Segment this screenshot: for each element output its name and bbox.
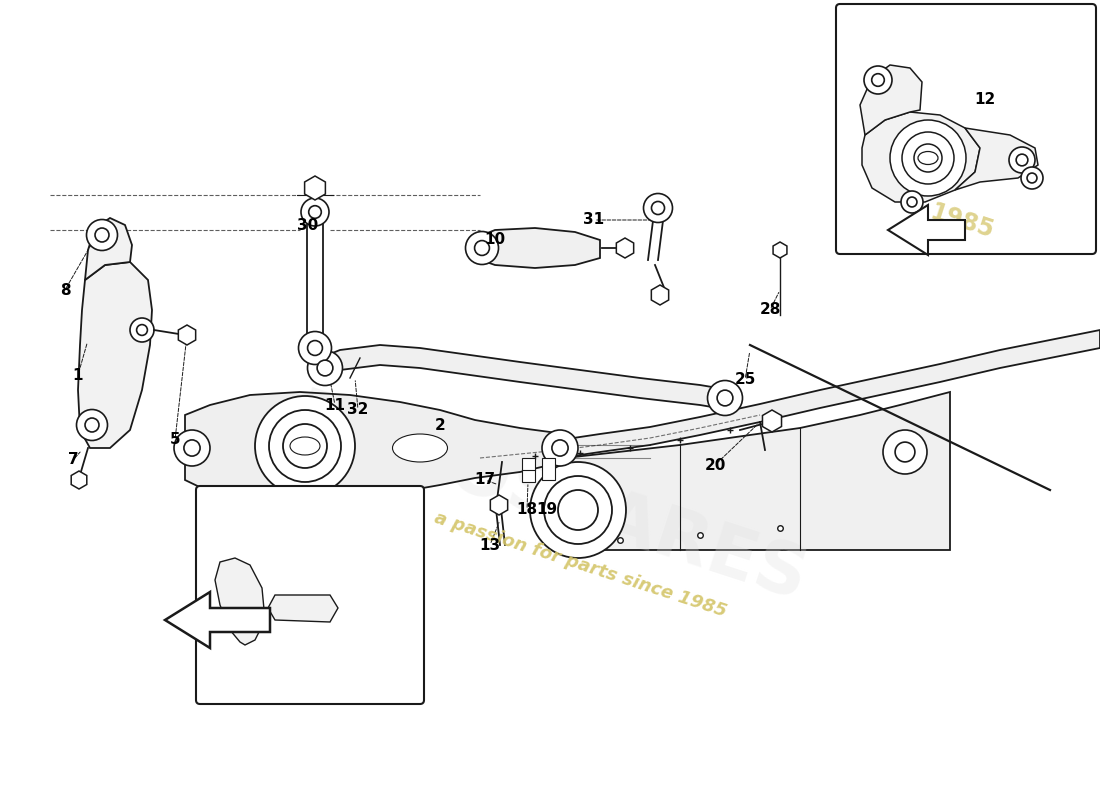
Polygon shape (616, 238, 634, 258)
Polygon shape (762, 410, 781, 432)
Circle shape (707, 381, 743, 415)
Polygon shape (293, 643, 308, 661)
Polygon shape (862, 112, 980, 202)
Polygon shape (248, 576, 263, 594)
Polygon shape (773, 242, 786, 258)
Circle shape (87, 219, 118, 250)
Text: 30: 30 (297, 218, 319, 233)
Text: 17: 17 (474, 473, 496, 487)
Text: 20: 20 (704, 458, 726, 473)
Polygon shape (860, 65, 922, 135)
Circle shape (130, 318, 154, 342)
Polygon shape (651, 285, 669, 305)
Text: 28: 28 (759, 302, 781, 318)
Text: 32: 32 (348, 402, 369, 418)
Circle shape (308, 341, 322, 355)
Polygon shape (214, 558, 265, 645)
FancyBboxPatch shape (836, 4, 1096, 254)
Circle shape (1009, 147, 1035, 173)
Circle shape (552, 440, 568, 456)
Circle shape (317, 360, 333, 376)
Circle shape (544, 476, 612, 544)
Circle shape (651, 202, 664, 214)
Polygon shape (268, 595, 338, 622)
Circle shape (95, 228, 109, 242)
Circle shape (644, 194, 672, 222)
Circle shape (255, 396, 355, 496)
Circle shape (901, 191, 923, 213)
Circle shape (871, 74, 884, 86)
Circle shape (309, 206, 321, 218)
Circle shape (717, 390, 733, 406)
Polygon shape (475, 228, 600, 268)
Polygon shape (542, 458, 556, 480)
Polygon shape (888, 205, 965, 255)
Text: 1: 1 (73, 367, 84, 382)
Ellipse shape (918, 151, 938, 165)
Circle shape (914, 144, 942, 172)
Polygon shape (480, 330, 1100, 465)
Circle shape (77, 410, 108, 441)
Text: 19: 19 (537, 502, 558, 518)
Polygon shape (72, 471, 87, 489)
Circle shape (530, 462, 626, 558)
Polygon shape (305, 176, 326, 200)
Circle shape (85, 418, 99, 432)
Circle shape (895, 442, 915, 462)
Circle shape (890, 120, 966, 196)
Text: a passion for parts since 1985: a passion for parts since 1985 (431, 509, 728, 621)
Circle shape (184, 440, 200, 456)
Text: 13: 13 (480, 538, 501, 553)
Text: 8: 8 (59, 282, 70, 298)
Text: 31: 31 (583, 213, 605, 227)
Circle shape (465, 231, 498, 265)
Polygon shape (85, 218, 132, 280)
Text: 12: 12 (975, 93, 996, 107)
Circle shape (902, 132, 954, 184)
Text: 7: 7 (68, 453, 78, 467)
Ellipse shape (290, 437, 320, 455)
Circle shape (883, 430, 927, 474)
Circle shape (298, 331, 331, 365)
Polygon shape (78, 262, 152, 448)
Polygon shape (165, 592, 270, 648)
Polygon shape (955, 128, 1038, 190)
Text: 5: 5 (169, 433, 180, 447)
Circle shape (174, 430, 210, 466)
Polygon shape (320, 345, 730, 410)
Polygon shape (178, 325, 196, 345)
FancyBboxPatch shape (196, 486, 424, 704)
Text: EUROSPARES: EUROSPARES (284, 384, 816, 616)
Circle shape (1021, 167, 1043, 189)
Circle shape (308, 350, 342, 386)
Polygon shape (522, 458, 535, 482)
Circle shape (558, 490, 598, 530)
Polygon shape (491, 495, 508, 515)
Text: 11: 11 (324, 398, 345, 413)
Polygon shape (185, 392, 565, 500)
Text: 1985: 1985 (927, 201, 997, 243)
Polygon shape (248, 603, 263, 621)
Circle shape (908, 197, 917, 207)
Circle shape (283, 424, 327, 468)
Circle shape (542, 430, 578, 466)
Text: 10: 10 (484, 233, 506, 247)
Polygon shape (560, 392, 950, 550)
Circle shape (270, 410, 341, 482)
Text: 18: 18 (516, 502, 538, 518)
Ellipse shape (393, 434, 448, 462)
Circle shape (864, 66, 892, 94)
Text: 25: 25 (735, 373, 756, 387)
Circle shape (1016, 154, 1027, 166)
Circle shape (136, 325, 147, 335)
Circle shape (1027, 173, 1037, 183)
Text: 2: 2 (434, 418, 446, 433)
Circle shape (297, 438, 313, 454)
Circle shape (474, 241, 490, 255)
Circle shape (301, 198, 329, 226)
